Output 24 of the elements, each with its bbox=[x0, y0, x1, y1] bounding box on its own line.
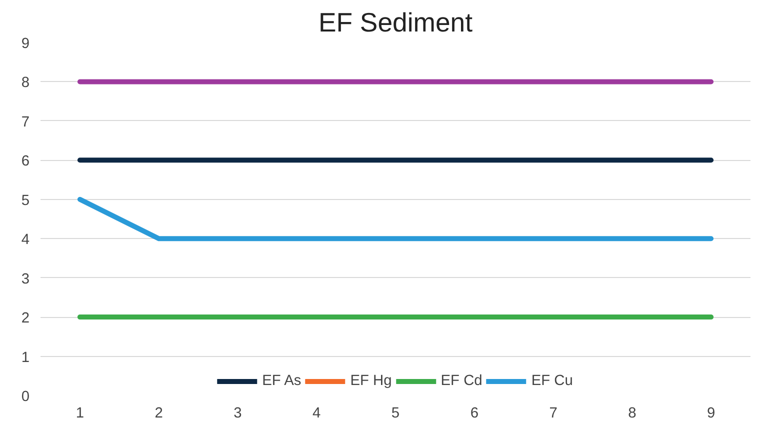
x-tick-label: 8 bbox=[628, 406, 636, 422]
y-tick-label: 6 bbox=[21, 154, 30, 170]
x-tick-label: 6 bbox=[470, 406, 478, 422]
y-tick-label: 7 bbox=[21, 114, 30, 130]
x-tick-label: 5 bbox=[391, 406, 400, 422]
legend-label: EF Cd bbox=[440, 373, 482, 389]
legend-label: EF Hg bbox=[350, 373, 392, 389]
y-tick-label: 9 bbox=[21, 36, 30, 52]
x-tick-label: 3 bbox=[234, 406, 242, 422]
x-tick-label: 9 bbox=[706, 406, 716, 422]
y-tick-label: 8 bbox=[21, 75, 30, 92]
y-tick-label: 5 bbox=[21, 192, 30, 209]
x-tick-label: 1 bbox=[76, 406, 84, 422]
y-tick-label: 1 bbox=[21, 350, 30, 366]
x-tick-label: 2 bbox=[154, 406, 163, 422]
x-tick-label: 7 bbox=[549, 406, 558, 422]
y-tick-label: 2 bbox=[21, 310, 30, 327]
y-tick-label: 0 bbox=[21, 389, 30, 405]
x-tick-label: 4 bbox=[312, 406, 321, 422]
chart-title: EF Sediment bbox=[318, 8, 474, 38]
y-tick-label: 4 bbox=[21, 232, 30, 248]
legend-label: EF As bbox=[262, 373, 302, 389]
y-tick-label: 3 bbox=[21, 271, 30, 288]
legend-label: EF Cu bbox=[531, 373, 573, 389]
